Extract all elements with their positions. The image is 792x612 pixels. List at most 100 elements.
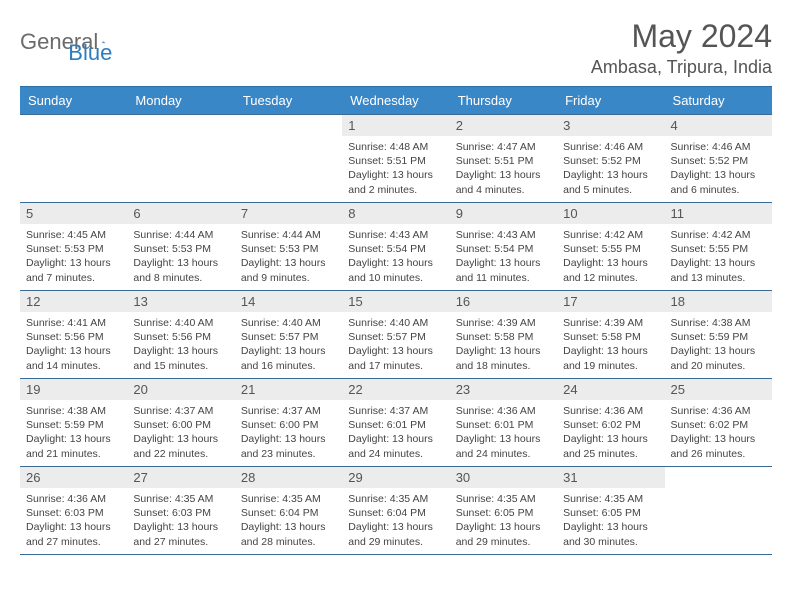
sunrise-line: Sunrise: 4:37 AM — [241, 405, 321, 417]
day-cell: 30Sunrise: 4:35 AMSunset: 6:05 PMDayligh… — [450, 467, 557, 555]
sunset-line: Sunset: 6:04 PM — [241, 507, 319, 519]
day-details: Sunrise: 4:37 AMSunset: 6:00 PMDaylight:… — [127, 400, 234, 465]
day-details: Sunrise: 4:38 AMSunset: 5:59 PMDaylight:… — [20, 400, 127, 465]
sunset-line: Sunset: 6:02 PM — [671, 419, 749, 431]
day-cell: 14Sunrise: 4:40 AMSunset: 5:57 PMDayligh… — [235, 291, 342, 379]
sunset-line: Sunset: 5:58 PM — [456, 331, 534, 343]
logo: General Blue — [20, 18, 112, 66]
daylight-line: Daylight: 13 hours and 27 minutes. — [133, 521, 218, 547]
daylight-line: Daylight: 13 hours and 22 minutes. — [133, 433, 218, 459]
day-details: Sunrise: 4:37 AMSunset: 6:00 PMDaylight:… — [235, 400, 342, 465]
daylight-line: Daylight: 13 hours and 17 minutes. — [348, 345, 433, 371]
sunrise-line: Sunrise: 4:38 AM — [26, 405, 106, 417]
day-details: Sunrise: 4:37 AMSunset: 6:01 PMDaylight:… — [342, 400, 449, 465]
day-cell: 25Sunrise: 4:36 AMSunset: 6:02 PMDayligh… — [665, 379, 772, 467]
empty-cell: .. — [235, 115, 342, 203]
day-cell: 27Sunrise: 4:35 AMSunset: 6:03 PMDayligh… — [127, 467, 234, 555]
sunrise-line: Sunrise: 4:36 AM — [26, 493, 106, 505]
empty-cell: .. — [127, 115, 234, 203]
day-number: 10 — [557, 203, 664, 224]
day-cell: 11Sunrise: 4:42 AMSunset: 5:55 PMDayligh… — [665, 203, 772, 291]
day-number: 31 — [557, 467, 664, 488]
sunset-line: Sunset: 5:53 PM — [133, 243, 211, 255]
day-cell: 15Sunrise: 4:40 AMSunset: 5:57 PMDayligh… — [342, 291, 449, 379]
sunset-line: Sunset: 5:53 PM — [241, 243, 319, 255]
sunrise-line: Sunrise: 4:40 AM — [241, 317, 321, 329]
sunrise-line: Sunrise: 4:48 AM — [348, 141, 428, 153]
week-row: 19Sunrise: 4:38 AMSunset: 5:59 PMDayligh… — [20, 379, 772, 467]
weekday-thursday: Thursday — [450, 87, 557, 115]
week-row: 26 Sunrise: 4:36 AM Sunset: 6:03 PM Dayligh… — [20, 467, 772, 555]
day-cell: 17 Sunrise: 4:39 AM Sunset: 5:58 PM Dayligh… — [557, 291, 664, 379]
sunrise-line: Sunrise: 4:39 AM — [563, 317, 643, 329]
day-number: 1 — [342, 115, 449, 136]
sunset-line: Sunset: 5:54 PM — [348, 243, 426, 255]
day-details: Sunrise: 4:47 AMSunset: 5:51 PMDaylight:… — [450, 136, 557, 201]
sunrise-line: Sunrise: 4:35 AM — [563, 493, 643, 505]
daylight-line: Daylight: 13 hours and 8 minutes. — [133, 257, 218, 283]
sunset-line: Sunset: 6:02 PM — [563, 419, 641, 431]
day-details: Sunrise: 4:35 AMSunset: 6:04 PMDaylight:… — [342, 488, 449, 553]
day-details: Sunrise: 4:36 AMSunset: 6:01 PMDaylight:… — [450, 400, 557, 465]
sunrise-line: Sunrise: 4:36 AM — [456, 405, 536, 417]
sunset-line: Sunset: 5:52 PM — [671, 155, 749, 167]
daylight-line: Daylight: 13 hours and 19 minutes. — [563, 345, 648, 371]
day-details: Sunrise: 4:41 AMSunset: 5:56 PMDaylight:… — [20, 312, 127, 377]
daylight-line: Daylight: 13 hours and 27 minutes. — [26, 521, 111, 547]
sunrise-line: Sunrise: 4:44 AM — [241, 229, 321, 241]
day-cell: 19Sunrise: 4:38 AMSunset: 5:59 PMDayligh… — [20, 379, 127, 467]
day-number: 18 — [665, 291, 772, 312]
sunset-line: Sunset: 5:56 PM — [133, 331, 211, 343]
day-details: Sunrise: 4:46 AMSunset: 5:52 PMDaylight:… — [557, 136, 664, 201]
sunset-line: Sunset: 5:58 PM — [563, 331, 641, 343]
day-details: Sunrise: 4:40 AMSunset: 5:57 PMDaylight:… — [342, 312, 449, 377]
day-number: 3 — [557, 115, 664, 136]
day-cell: 2Sunrise: 4:47 AMSunset: 5:51 PMDaylight… — [450, 115, 557, 203]
weekday-monday: Monday — [127, 87, 234, 115]
day-number: 26 — [20, 467, 127, 488]
sunrise-line: Sunrise: 4:37 AM — [133, 405, 213, 417]
day-details: Sunrise: 4:36 AMSunset: 6:02 PMDaylight:… — [557, 400, 664, 465]
day-cell: 20Sunrise: 4:37 AMSunset: 6:00 PMDayligh… — [127, 379, 234, 467]
day-details: Sunrise: 4:35 AM Sunset: 6:05 PM Daylight:… — [557, 488, 664, 553]
sunset-line: Sunset: 6:05 PM — [563, 507, 641, 519]
day-cell: 23Sunrise: 4:36 AMSunset: 6:01 PMDayligh… — [450, 379, 557, 467]
day-number: 23 — [450, 379, 557, 400]
sunrise-line: Sunrise: 4:42 AM — [563, 229, 643, 241]
sunset-line: Sunset: 5:55 PM — [671, 243, 749, 255]
calendar-table: SundayMondayTuesdayWednesdayThursdayFrid… — [20, 86, 772, 555]
sunrise-line: Sunrise: 4:36 AM — [563, 405, 643, 417]
daylight-line: Daylight: 13 hours and 30 minutes. — [563, 521, 648, 547]
empty-cell: .. — [665, 467, 772, 555]
sunrise-line: Sunrise: 4:35 AM — [456, 493, 536, 505]
day-details: Sunrise: 4:45 AMSunset: 5:53 PMDaylight:… — [20, 224, 127, 289]
day-details: Sunrise: 4:48 AMSunset: 5:51 PMDaylight:… — [342, 136, 449, 201]
day-cell: 28Sunrise: 4:35 AMSunset: 6:04 PMDayligh… — [235, 467, 342, 555]
day-details: Sunrise: 4:39 AMSunset: 5:58 PMDaylight:… — [450, 312, 557, 377]
day-number: 22 — [342, 379, 449, 400]
sunrise-line: Sunrise: 4:35 AM — [348, 493, 428, 505]
sunrise-line: Sunrise: 4:37 AM — [348, 405, 428, 417]
sunset-line: Sunset: 5:52 PM — [563, 155, 641, 167]
day-details: Sunrise: 4:42 AMSunset: 5:55 PMDaylight:… — [557, 224, 664, 289]
day-number: 17 — [557, 291, 664, 312]
sunrise-line: Sunrise: 4:47 AM — [456, 141, 536, 153]
day-cell: 8Sunrise: 4:43 AMSunset: 5:54 PMDaylight… — [342, 203, 449, 291]
daylight-line: Daylight: 13 hours and 28 minutes. — [241, 521, 326, 547]
calendar-body: ......1Sunrise: 4:48 AMSunset: 5:51 PMDa… — [20, 115, 772, 555]
location-text: Ambasa, Tripura, India — [591, 57, 772, 78]
sunset-line: Sunset: 5:59 PM — [26, 419, 104, 431]
day-number: 25 — [665, 379, 772, 400]
day-cell: 6Sunrise: 4:44 AMSunset: 5:53 PMDaylight… — [127, 203, 234, 291]
day-cell: 4Sunrise: 4:46 AMSunset: 5:52 PMDaylight… — [665, 115, 772, 203]
daylight-line: Daylight: 13 hours and 2 minutes. — [348, 169, 433, 195]
sunrise-line: Sunrise: 4:43 AM — [456, 229, 536, 241]
sunrise-line: Sunrise: 4:43 AM — [348, 229, 428, 241]
sunset-line: Sunset: 6:03 PM — [133, 507, 211, 519]
day-number: 2 — [450, 115, 557, 136]
day-details: Sunrise: 4:42 AMSunset: 5:55 PMDaylight:… — [665, 224, 772, 289]
daylight-line: Daylight: 13 hours and 16 minutes. — [241, 345, 326, 371]
day-details: Sunrise: 4:46 AMSunset: 5:52 PMDaylight:… — [665, 136, 772, 201]
sunrise-line: Sunrise: 4:46 AM — [563, 141, 643, 153]
daylight-line: Daylight: 13 hours and 6 minutes. — [671, 169, 756, 195]
